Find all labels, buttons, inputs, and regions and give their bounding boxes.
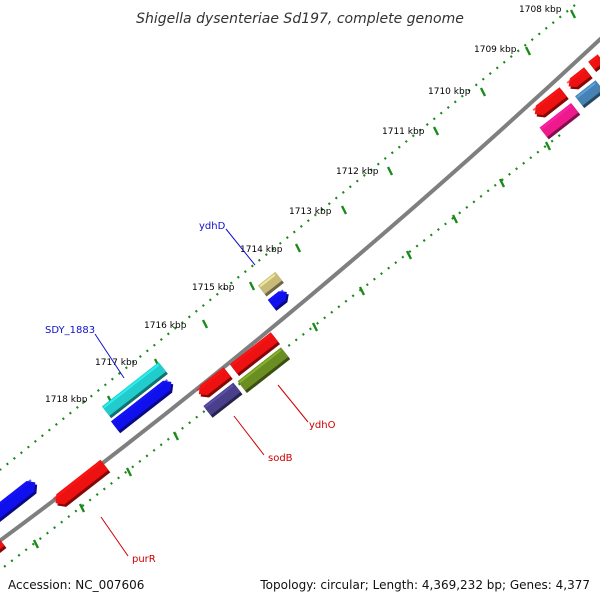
gene-body: [0, 537, 5, 555]
accession-text: Accession: NC_007606: [8, 578, 145, 592]
gene-red-b[interactable]: [195, 367, 233, 401]
gene-body: [575, 80, 600, 106]
gene-body: [237, 347, 289, 391]
inner-ruler-major-tick: [544, 141, 552, 151]
ruler-major-tick: [201, 319, 209, 329]
gene-highlight: [52, 461, 101, 500]
ruler-label: 1709 kbp: [474, 45, 517, 55]
gene-body: [110, 380, 172, 431]
gene-body: [203, 382, 241, 416]
purR-leader: [100, 516, 129, 557]
gene-highlight: [231, 334, 272, 367]
gene-red-edge[interactable]: [0, 537, 7, 557]
gene-body: [0, 480, 36, 521]
gene-purR-red[interactable]: [52, 459, 111, 511]
gene-highlight: [540, 104, 572, 130]
outer-major-ticks: [106, 9, 577, 405]
gene-body: [101, 362, 167, 416]
ydhO-leader: [277, 384, 309, 423]
gene-highlight: [589, 56, 598, 64]
inner-ruler-major-tick: [172, 431, 180, 441]
inner-ruler-major-tick: [358, 286, 366, 296]
gene-label-purR[interactable]: purR: [132, 554, 156, 565]
gene-ydhO-olive[interactable]: [237, 347, 291, 394]
sodB-leader: [233, 415, 265, 456]
ruler-major-tick: [340, 205, 348, 215]
gene-label-sodB[interactable]: sodB: [268, 453, 293, 464]
gene-highlight: [532, 89, 560, 112]
ruler-label: 1712 kbp: [336, 167, 379, 177]
gene-red-a[interactable]: [229, 332, 281, 377]
ruler-major-tick: [248, 281, 256, 291]
gene-red-c[interactable]: [531, 87, 569, 121]
gene-highlight: [566, 69, 585, 84]
gene-highlight: [204, 384, 234, 408]
gene-steelblue[interactable]: [575, 80, 600, 109]
map-title: Shigella dysenteriae Sd197, complete gen…: [136, 11, 464, 27]
inner-ruler-major-tick: [498, 178, 506, 188]
ruler-major-tick: [386, 166, 394, 176]
ruler-label: 1714 kbp: [240, 245, 283, 255]
inner-ruler-major-tick: [32, 539, 40, 549]
gene-label-SDY_1883[interactable]: SDY_1883: [45, 325, 95, 336]
gene-features: [0, 54, 600, 557]
gene-body: [229, 332, 279, 374]
gene-ydhD-khaki[interactable]: [257, 271, 284, 297]
inner-ruler-major-tick: [78, 503, 86, 513]
gene-highlight: [269, 289, 284, 302]
inner-ruler-major-tick: [125, 467, 133, 477]
SDY_1883-leader: [94, 333, 125, 379]
inner-major-ticks: [32, 141, 552, 549]
ruler-label: 1711 kbp: [382, 127, 425, 137]
gene-blue-small[interactable]: [267, 288, 292, 311]
gene-body: [55, 459, 109, 505]
genome-summary-text: Topology: circular; Length: 4,369,232 bp…: [260, 578, 590, 592]
gene-body: [539, 102, 579, 138]
gene-highlight: [0, 479, 32, 513]
gene-red-d[interactable]: [565, 67, 593, 93]
gene-body: [534, 87, 567, 116]
gene-blue-edge[interactable]: [0, 477, 41, 524]
gene-body: [568, 67, 591, 88]
gene-highlight: [196, 369, 224, 392]
inner-ruler-major-tick: [311, 322, 319, 332]
ruler-major-tick: [524, 46, 532, 56]
ruler-label: 1716 kbp: [144, 321, 187, 331]
ydhD-leader: [225, 228, 256, 266]
ruler-major-tick: [479, 87, 487, 97]
gene-red-e[interactable]: [588, 54, 600, 72]
gene-magenta[interactable]: [539, 102, 581, 140]
ruler-label: 1713 kbp: [289, 207, 332, 217]
inner-ruler-major-tick: [451, 214, 459, 224]
gene-highlight: [576, 82, 596, 99]
ruler-labels: 1708 kbp 1709 kbp 1710 kbp 1711 kbp 1712 kbp…: [45, 5, 562, 405]
gene-highlight: [112, 379, 168, 424]
ruler-major-tick: [294, 243, 302, 253]
gene-sodB-slate[interactable]: [203, 382, 243, 418]
gene-highlight: [239, 349, 282, 383]
outer-tick-ruler: [0, 4, 576, 471]
gene-SDY_1883-cyan[interactable]: [101, 362, 168, 419]
ruler-label: 1717 kbp: [95, 358, 138, 368]
inner-ruler-major-tick: [405, 250, 413, 260]
gene-body: [267, 291, 287, 309]
ruler-major-tick: [432, 126, 440, 136]
ruler-label: 1710 kbp: [428, 87, 471, 97]
ruler-label: 1715 kbp: [192, 283, 235, 293]
gene-body: [257, 271, 283, 295]
ruler-label: 1708 kbp: [519, 5, 562, 15]
gene-blue-long[interactable]: [110, 377, 177, 434]
ruler-major-tick: [569, 9, 577, 19]
gene-highlight: [259, 273, 276, 288]
gene-label-ydhO[interactable]: ydhO: [309, 420, 336, 431]
gene-highlight: [103, 364, 159, 409]
gene-body: [198, 367, 231, 396]
ruler-label: 1718 kbp: [45, 395, 88, 405]
gene-label-ydhD[interactable]: ydhD: [199, 221, 226, 232]
inner-tick-ruler: [0, 134, 561, 571]
